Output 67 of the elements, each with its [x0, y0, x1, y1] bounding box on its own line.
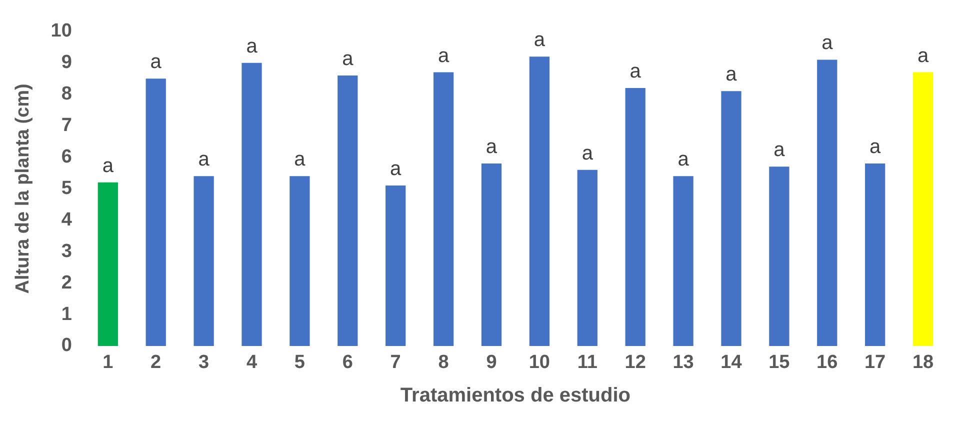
x-tick-label: 9 — [486, 352, 497, 374]
data-label: a — [630, 60, 642, 83]
x-tick-label: 10 — [528, 352, 550, 374]
bar — [290, 176, 310, 346]
x-tick-label: 11 — [577, 352, 598, 374]
data-label: a — [390, 158, 402, 180]
y-tick-label: 0 — [61, 335, 72, 356]
x-tick-label: 12 — [624, 352, 646, 374]
y-tick-label: 4 — [61, 209, 72, 230]
x-tick-label: 15 — [768, 352, 790, 374]
data-label: a — [534, 29, 546, 52]
x-tick-label: 7 — [390, 352, 401, 374]
data-label: a — [150, 51, 162, 74]
y-tick-label: 9 — [61, 52, 72, 74]
data-label: a — [246, 35, 258, 58]
x-tick-label: 2 — [150, 352, 162, 374]
bar — [146, 78, 166, 346]
y-tick-label: 6 — [61, 146, 72, 168]
bar — [577, 170, 598, 346]
data-label: a — [486, 136, 498, 158]
y-tick-label: 5 — [61, 178, 72, 199]
data-label: a — [870, 136, 882, 158]
data-label: a — [774, 139, 786, 162]
x-tick-label: 8 — [438, 352, 449, 374]
bar — [386, 186, 406, 346]
bar — [769, 166, 790, 346]
bar — [98, 182, 118, 346]
data-label: a — [917, 44, 930, 67]
bar — [673, 176, 694, 346]
y-tick-label: 7 — [61, 115, 72, 136]
data-label: a — [822, 32, 834, 54]
x-tick-label: 1 — [102, 352, 114, 374]
x-tick-label: 18 — [912, 352, 934, 374]
bar — [817, 60, 838, 346]
x-tick-label: 3 — [198, 352, 210, 374]
y-tick-label: 3 — [61, 240, 72, 262]
data-label: a — [342, 48, 354, 70]
x-tick-label: 17 — [864, 352, 886, 374]
bar — [721, 91, 742, 346]
bar — [625, 88, 646, 346]
x-tick-label: 6 — [342, 352, 353, 374]
bar — [194, 176, 214, 346]
bar — [242, 62, 262, 346]
x-tick-label: 13 — [672, 352, 694, 374]
y-tick-label: 10 — [50, 20, 72, 42]
data-label: a — [582, 142, 594, 164]
x-axis-title: Tratamientos de estudio — [400, 384, 630, 407]
bar — [338, 75, 358, 346]
x-tick-label: 14 — [720, 352, 742, 374]
x-tick-label: 4 — [246, 352, 258, 374]
x-tick-label: 16 — [816, 352, 838, 374]
data-label: a — [678, 148, 690, 171]
data-label: a — [438, 44, 450, 67]
bar — [433, 72, 454, 346]
bar — [481, 164, 502, 346]
y-tick-label: 1 — [61, 304, 72, 325]
x-tick-label: 5 — [294, 352, 305, 374]
y-tick-label: 2 — [61, 272, 72, 294]
bar — [529, 56, 550, 346]
y-tick-label: 8 — [61, 84, 72, 105]
data-label: a — [294, 148, 306, 171]
data-label: a — [102, 154, 114, 177]
data-label: a — [198, 148, 210, 171]
data-label: a — [726, 64, 738, 86]
bar — [912, 72, 934, 346]
bar — [865, 164, 886, 346]
y-axis-title: Altura de la planta (cm) — [12, 84, 34, 294]
